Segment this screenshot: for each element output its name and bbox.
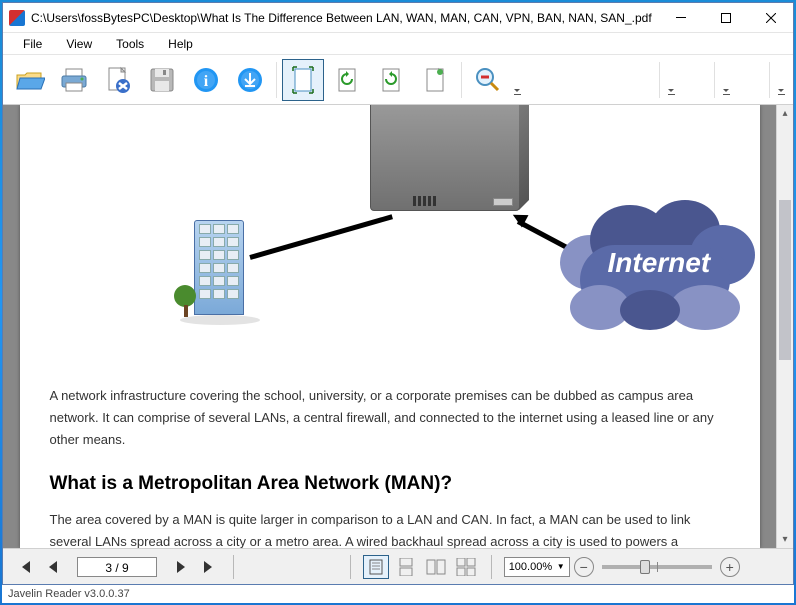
continuous-facing-view-button[interactable]: [453, 555, 479, 579]
first-page-button[interactable]: [13, 555, 37, 579]
server-icon: [370, 105, 530, 221]
zoom-value-text: 100.00%: [509, 557, 552, 577]
maximize-button[interactable]: [703, 3, 748, 32]
zoom-tool-dropdown[interactable]: [511, 59, 523, 101]
zoom-out-button[interactable]: −: [574, 557, 594, 577]
vertical-scrollbar[interactable]: ▴ ▾: [776, 105, 793, 548]
app-window: C:\Users\fossBytesPC\Desktop\What Is The…: [2, 2, 794, 585]
page-number-input[interactable]: 3 / 9: [77, 557, 157, 577]
facing-view-button[interactable]: [423, 555, 449, 579]
svg-text:i: i: [204, 73, 209, 90]
info-button[interactable]: i: [185, 59, 227, 101]
rotate-left-button[interactable]: [326, 59, 368, 101]
menubar: File View Tools Help: [3, 33, 793, 55]
open-button[interactable]: [9, 59, 51, 101]
paragraph-can: A network infrastructure covering the sc…: [50, 385, 730, 451]
last-page-button[interactable]: [197, 555, 221, 579]
toolbar-dropdown-2[interactable]: [720, 59, 732, 101]
download-button[interactable]: [229, 59, 271, 101]
toolbar: i: [3, 55, 793, 105]
paragraph-man: The area covered by a MAN is quite large…: [50, 509, 730, 548]
rotate-right-button[interactable]: [370, 59, 412, 101]
zoom-level-input[interactable]: 100.00%▼: [504, 557, 570, 577]
window-title: C:\Users\fossBytesPC\Desktop\What Is The…: [31, 11, 658, 25]
bottom-toolbar: 3 / 9 100.00%▼ − +: [3, 548, 793, 584]
new-page-button[interactable]: [414, 59, 456, 101]
network-diagram: Internet: [50, 105, 730, 285]
prev-page-button[interactable]: [41, 555, 65, 579]
close-button[interactable]: [748, 3, 793, 32]
titlebar: C:\Users\fossBytesPC\Desktop\What Is The…: [3, 3, 793, 33]
pdf-page: Internet A network infrastructure coveri…: [20, 105, 760, 548]
next-page-button[interactable]: [169, 555, 193, 579]
cloud-label: Internet: [608, 247, 711, 279]
print-button[interactable]: [53, 59, 95, 101]
menu-view[interactable]: View: [56, 35, 102, 53]
app-icon: [9, 10, 25, 26]
heading-man: What is a Metropolitan Area Network (MAN…: [50, 473, 730, 495]
zoom-out-tool-button[interactable]: [467, 59, 509, 101]
internet-cloud-icon: Internet: [550, 195, 760, 335]
scroll-thumb[interactable]: [779, 200, 791, 360]
statusbar: Javelin Reader v3.0.0.37: [2, 585, 794, 603]
save-button[interactable]: [141, 59, 183, 101]
document-viewport: Internet A network infrastructure coveri…: [3, 105, 793, 548]
minimize-button[interactable]: [658, 3, 703, 32]
scroll-down-button[interactable]: ▾: [777, 531, 793, 548]
building-icon: [180, 215, 260, 325]
single-page-view-button[interactable]: [363, 555, 389, 579]
zoom-slider[interactable]: [602, 565, 712, 569]
menu-help[interactable]: Help: [158, 35, 203, 53]
menu-tools[interactable]: Tools: [106, 35, 154, 53]
toolbar-dropdown-1[interactable]: [665, 59, 677, 101]
scroll-up-button[interactable]: ▴: [777, 105, 793, 122]
menu-file[interactable]: File: [13, 35, 52, 53]
toolbar-dropdown-3[interactable]: [775, 59, 787, 101]
remove-doc-button[interactable]: [97, 59, 139, 101]
single-page-button[interactable]: [282, 59, 324, 101]
continuous-view-button[interactable]: [393, 555, 419, 579]
zoom-in-button[interactable]: +: [720, 557, 740, 577]
